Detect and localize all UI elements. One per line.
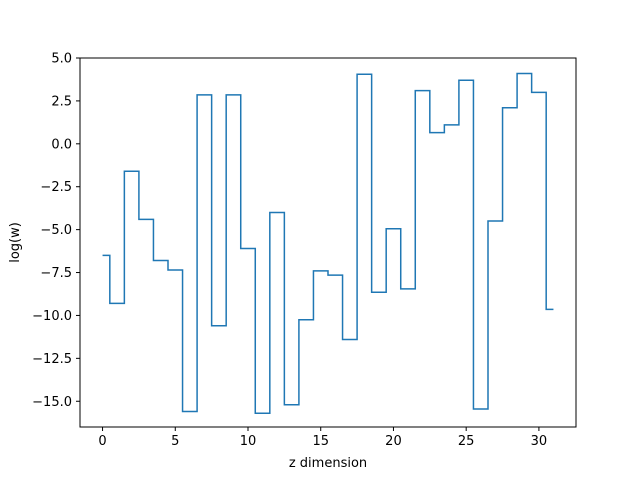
x-tick-label: 5 — [171, 434, 179, 449]
y-tick-label: 5.0 — [51, 52, 72, 67]
y-tick-label: 0.0 — [51, 137, 72, 152]
y-tick-label: 2.5 — [51, 94, 72, 109]
x-tick-label: 30 — [531, 434, 548, 449]
y-axis-label: log(w) — [8, 222, 23, 263]
y-tick-label: −2.5 — [40, 180, 72, 195]
plot-area — [102, 72, 554, 415]
x-tick-label: 15 — [312, 434, 329, 449]
x-tick-label: 20 — [385, 434, 402, 449]
x-tick-label: 10 — [240, 434, 257, 449]
x-tick-label: 0 — [98, 434, 106, 449]
y-tick-label: −5.0 — [40, 223, 72, 238]
y-axis-ticks: 5.0 2.5 0.0 −2.5 −5.0 −7.5 −10.0 −12.5 −15.0 — [32, 52, 80, 410]
y-tick-label: −12.5 — [32, 352, 72, 367]
axes-frame — [79, 57, 577, 428]
x-axis-ticks: 0 5 10 15 20 25 30 — [98, 427, 547, 449]
y-tick-label: −7.5 — [40, 266, 72, 281]
x-tick-label: 25 — [458, 434, 475, 449]
y-tick-label: −10.0 — [32, 309, 72, 324]
y-tick-label: −15.0 — [32, 395, 72, 410]
x-axis-label: z dimension — [289, 456, 367, 471]
series-line-0 — [102, 72, 554, 415]
